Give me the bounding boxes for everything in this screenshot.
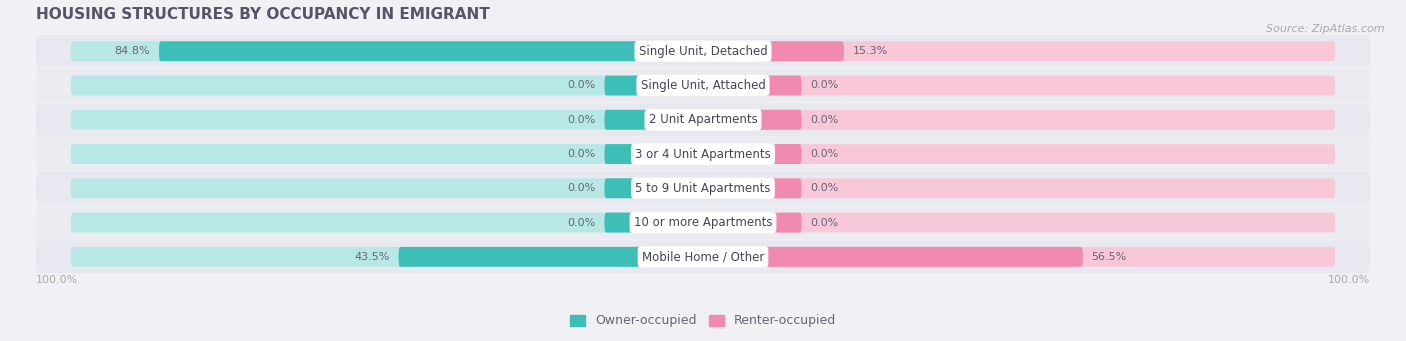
Text: 0.0%: 0.0% bbox=[568, 115, 596, 125]
FancyBboxPatch shape bbox=[70, 76, 651, 95]
Text: 0.0%: 0.0% bbox=[568, 218, 596, 227]
Text: 5 to 9 Unit Apartments: 5 to 9 Unit Apartments bbox=[636, 182, 770, 195]
FancyBboxPatch shape bbox=[755, 247, 1336, 267]
FancyBboxPatch shape bbox=[70, 144, 651, 164]
Text: 15.3%: 15.3% bbox=[852, 46, 889, 56]
FancyBboxPatch shape bbox=[70, 247, 651, 267]
FancyBboxPatch shape bbox=[70, 110, 651, 130]
FancyBboxPatch shape bbox=[159, 41, 651, 61]
Text: 0.0%: 0.0% bbox=[810, 183, 838, 193]
FancyBboxPatch shape bbox=[37, 172, 1369, 205]
FancyBboxPatch shape bbox=[755, 41, 1336, 61]
Text: 2 Unit Apartments: 2 Unit Apartments bbox=[648, 113, 758, 126]
FancyBboxPatch shape bbox=[755, 144, 801, 164]
Text: Source: ZipAtlas.com: Source: ZipAtlas.com bbox=[1267, 24, 1385, 34]
FancyBboxPatch shape bbox=[755, 110, 801, 130]
FancyBboxPatch shape bbox=[755, 247, 1083, 267]
FancyBboxPatch shape bbox=[755, 76, 1336, 95]
Text: 43.5%: 43.5% bbox=[354, 252, 389, 262]
Text: 84.8%: 84.8% bbox=[115, 46, 150, 56]
Text: Single Unit, Attached: Single Unit, Attached bbox=[641, 79, 765, 92]
FancyBboxPatch shape bbox=[755, 76, 801, 95]
FancyBboxPatch shape bbox=[37, 206, 1369, 239]
FancyBboxPatch shape bbox=[37, 103, 1369, 136]
FancyBboxPatch shape bbox=[70, 213, 651, 233]
FancyBboxPatch shape bbox=[37, 137, 1369, 170]
Text: 100.0%: 100.0% bbox=[1327, 275, 1369, 285]
FancyBboxPatch shape bbox=[755, 41, 844, 61]
FancyBboxPatch shape bbox=[605, 213, 651, 233]
FancyBboxPatch shape bbox=[755, 178, 801, 198]
FancyBboxPatch shape bbox=[37, 35, 1369, 68]
Text: 0.0%: 0.0% bbox=[810, 149, 838, 159]
Text: 56.5%: 56.5% bbox=[1091, 252, 1126, 262]
FancyBboxPatch shape bbox=[37, 240, 1369, 273]
FancyBboxPatch shape bbox=[70, 41, 651, 61]
Text: 10 or more Apartments: 10 or more Apartments bbox=[634, 216, 772, 229]
FancyBboxPatch shape bbox=[755, 213, 801, 233]
Text: Mobile Home / Other: Mobile Home / Other bbox=[641, 250, 765, 263]
FancyBboxPatch shape bbox=[70, 178, 651, 198]
Text: 0.0%: 0.0% bbox=[568, 183, 596, 193]
Legend: Owner-occupied, Renter-occupied: Owner-occupied, Renter-occupied bbox=[565, 310, 841, 332]
Text: 0.0%: 0.0% bbox=[810, 115, 838, 125]
FancyBboxPatch shape bbox=[605, 110, 651, 130]
FancyBboxPatch shape bbox=[605, 76, 651, 95]
FancyBboxPatch shape bbox=[755, 213, 1336, 233]
FancyBboxPatch shape bbox=[755, 144, 1336, 164]
Text: 0.0%: 0.0% bbox=[568, 80, 596, 90]
Text: 0.0%: 0.0% bbox=[810, 80, 838, 90]
Text: 0.0%: 0.0% bbox=[568, 149, 596, 159]
Text: 0.0%: 0.0% bbox=[810, 218, 838, 227]
FancyBboxPatch shape bbox=[605, 144, 651, 164]
FancyBboxPatch shape bbox=[605, 178, 651, 198]
FancyBboxPatch shape bbox=[755, 178, 1336, 198]
Text: Single Unit, Detached: Single Unit, Detached bbox=[638, 45, 768, 58]
FancyBboxPatch shape bbox=[755, 110, 1336, 130]
Text: 3 or 4 Unit Apartments: 3 or 4 Unit Apartments bbox=[636, 148, 770, 161]
Text: HOUSING STRUCTURES BY OCCUPANCY IN EMIGRANT: HOUSING STRUCTURES BY OCCUPANCY IN EMIGR… bbox=[37, 7, 489, 22]
FancyBboxPatch shape bbox=[37, 69, 1369, 102]
Text: 100.0%: 100.0% bbox=[37, 275, 79, 285]
FancyBboxPatch shape bbox=[398, 247, 651, 267]
